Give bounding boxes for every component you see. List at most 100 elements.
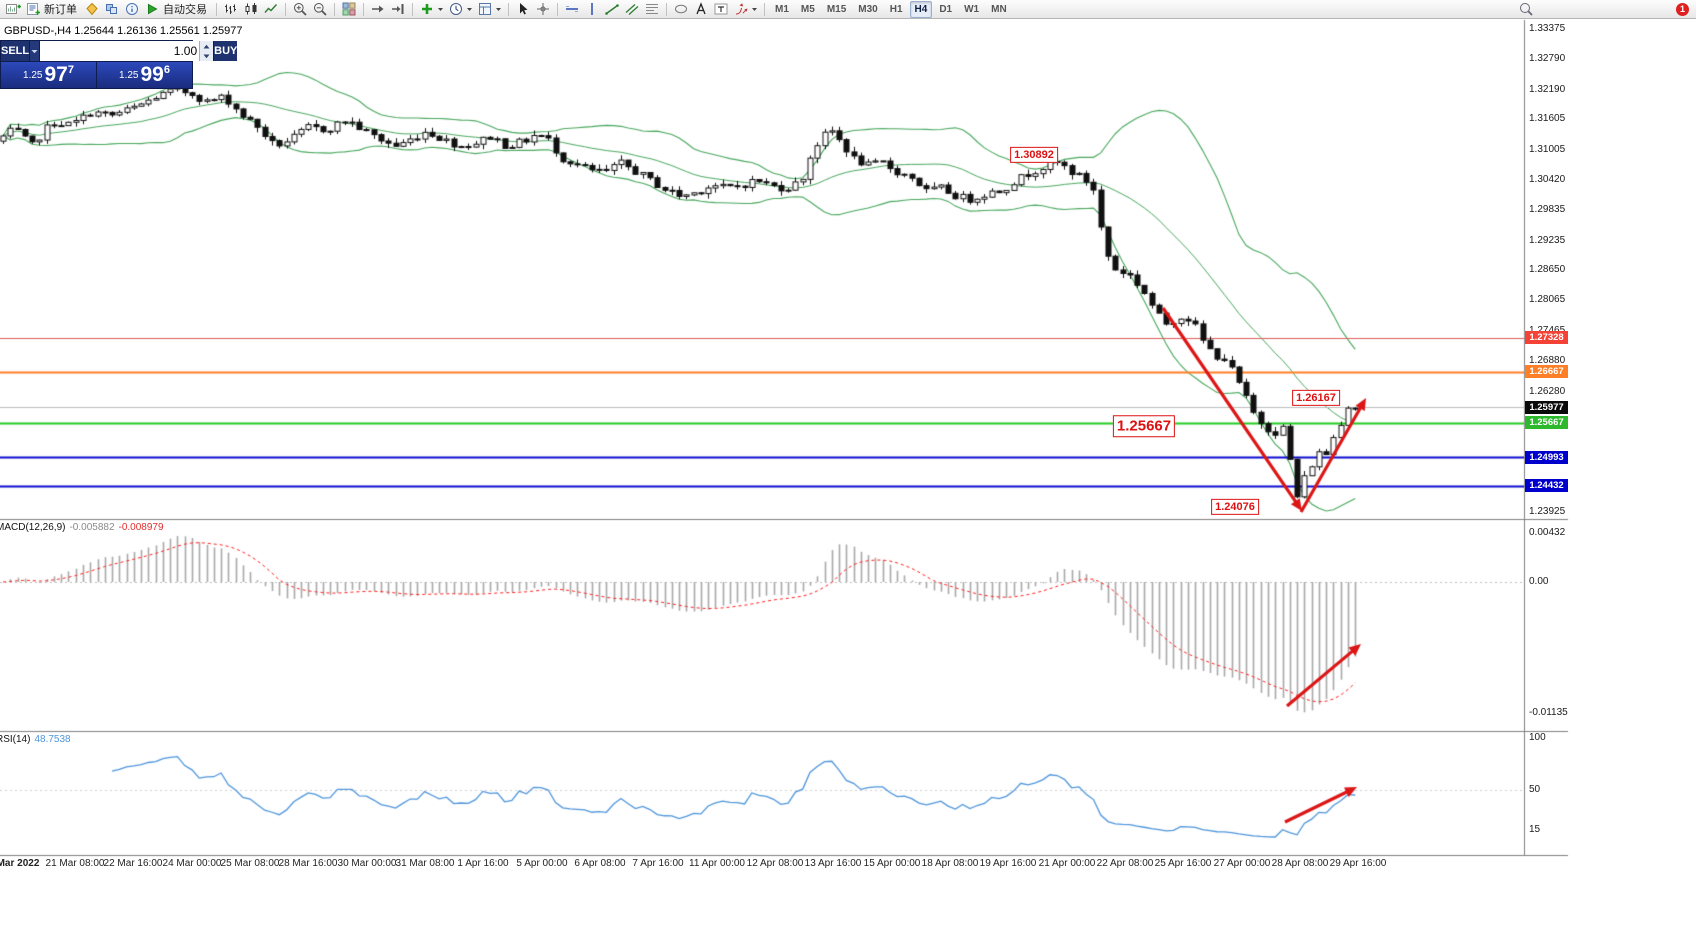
horizontal-line-icon (566, 6, 578, 12)
chart-shift-icon (392, 4, 404, 14)
sell-price-big: 97 (44, 63, 68, 86)
rsi-indicator-label: RSI(14)48.7538 (0, 734, 71, 745)
price-annotation[interactable]: 1.24076 (1211, 498, 1259, 516)
time-axis-label: 28 Apr 08:00 (1271, 858, 1329, 869)
time-axis-label: 1 Apr 16:00 (457, 858, 509, 869)
time-axis-label: 15 Apr 00:00 (863, 858, 921, 869)
trendline-icon[interactable] (602, 1, 622, 18)
vertical-line-icon[interactable] (582, 1, 602, 18)
volume-input[interactable] (40, 41, 200, 61)
time-axis-label: 28 Mar 16:00 (278, 858, 338, 869)
bar-chart-icon[interactable] (221, 1, 241, 18)
auto-scroll-icon (372, 5, 384, 13)
main-toolbar: 新订单 自动交易 M1 M5 M15 M30 H1 H4 D1 W1 MN 1 (0, 0, 1696, 19)
text-label-icon[interactable] (711, 1, 731, 18)
indicators-icon-caret[interactable] (437, 1, 446, 18)
autotrading-button[interactable] (142, 1, 162, 18)
price-axis-label: 1.31605 (1529, 113, 1566, 125)
timeframe-d1-button[interactable]: D1 (939, 3, 953, 15)
sell-price[interactable]: 1.25 97 7 (1, 62, 97, 88)
price-tag-1.24432: 1.24432 (1525, 479, 1568, 493)
indicators-icon[interactable] (417, 1, 437, 18)
trendline-icon (605, 4, 619, 15)
timeframe-h4-button[interactable]: H4 (909, 0, 933, 18)
timeframe-w1-button[interactable]: W1 (964, 3, 980, 15)
timeframe-mn-button[interactable]: MN (991, 3, 1007, 15)
profiles-icon[interactable] (102, 1, 122, 18)
crosshair-icon (537, 3, 549, 15)
crosshair-icon[interactable] (533, 1, 553, 18)
toolbar-separator (216, 2, 217, 16)
price-annotation[interactable]: 1.30892 (1010, 146, 1058, 164)
volume-dropdown[interactable] (29, 41, 41, 61)
tile-windows-icon[interactable] (339, 1, 359, 18)
candlestick-chart-icon[interactable] (241, 1, 261, 18)
text-icon (696, 2, 706, 15)
time-axis-label: 24 Mar 00:00 (162, 858, 222, 869)
chart-shift-icon[interactable] (388, 1, 408, 18)
volume-increase-button[interactable] (200, 41, 214, 51)
periods-icon-caret[interactable] (466, 1, 475, 18)
time-axis-label: 25 Mar 08:00 (220, 858, 280, 869)
toolbar-separator (764, 2, 765, 16)
price-axis-label: 1.26280 (1529, 385, 1566, 397)
new-order-button[interactable] (23, 1, 43, 18)
search-icon[interactable] (1516, 1, 1536, 18)
horizontal-line-icon[interactable] (562, 1, 582, 18)
timeframe-h1-button[interactable]: H1 (889, 3, 903, 15)
tile-windows-icon (342, 2, 356, 16)
templates-icon[interactable] (475, 1, 495, 18)
price-annotation[interactable]: 1.25667 (1112, 415, 1176, 437)
time-axis-label: 7 Apr 16:00 (632, 858, 684, 869)
rsi-name: RSI(14) (0, 734, 31, 745)
price-tag-1.25977: 1.25977 (1525, 400, 1568, 414)
templates-icon-caret[interactable] (495, 1, 504, 18)
fibonacci-icon[interactable] (642, 1, 662, 18)
new-chart-icon[interactable] (3, 1, 23, 18)
timeframe-m1-button[interactable]: M1 (775, 3, 789, 15)
toolbar-separator (285, 2, 286, 16)
time-axis-label: 25 Apr 16:00 (1154, 858, 1212, 869)
new-order-button-label: 新订单 (44, 4, 77, 16)
zoom-out-icon (314, 3, 327, 16)
buy-price[interactable]: 1.25 99 6 (97, 62, 192, 88)
new-order-button (27, 3, 40, 15)
time-axis-label: 19 Apr 16:00 (979, 858, 1037, 869)
price-axis-label: 1.32190 (1529, 83, 1566, 95)
timeframe-m5-button[interactable]: M5 (800, 3, 815, 15)
volume-decrease-button[interactable] (200, 51, 214, 61)
channel-icon[interactable] (622, 1, 642, 18)
price-axis-label: 1.23925 (1529, 505, 1566, 517)
sell-button[interactable]: SELL (1, 41, 30, 61)
auto-scroll-icon[interactable] (368, 1, 388, 18)
buy-button[interactable]: BUY (214, 41, 238, 61)
zoom-in-icon[interactable] (290, 1, 310, 18)
text-icon[interactable] (691, 1, 711, 18)
time-axis-label: 12 Apr 08:00 (746, 858, 804, 869)
price-axis-label: 1.31005 (1529, 144, 1566, 156)
ellipse-icon[interactable] (671, 1, 691, 18)
timeframe-m15-button[interactable]: M15 (826, 3, 847, 15)
cursor-icon[interactable] (513, 1, 533, 18)
alerts-icon[interactable] (122, 1, 142, 18)
line-chart-icon[interactable] (261, 1, 281, 18)
price-axis-label: 1.29835 (1529, 203, 1566, 215)
zoom-out-icon[interactable] (310, 1, 330, 18)
toolbar-separator (334, 2, 335, 16)
price-tag-1.25667: 1.25667 (1525, 416, 1568, 430)
templates-icon (479, 3, 491, 15)
timeframe-m30-button[interactable]: M30 (858, 3, 878, 15)
toolbar-separator (508, 2, 509, 16)
notification-badge[interactable]: 1 (1676, 2, 1689, 16)
rsi-axis-label: 15 (1529, 824, 1541, 835)
price-tag-1.27328: 1.27328 (1525, 331, 1568, 345)
arrows-icon-caret[interactable] (751, 1, 760, 18)
text-label-icon (714, 3, 728, 15)
price-annotation[interactable]: 1.26167 (1292, 389, 1340, 407)
arrows-icon[interactable] (731, 1, 751, 18)
metaquotes-icon[interactable] (82, 1, 102, 18)
time-axis-label: 5 Apr 00:00 (516, 858, 568, 869)
periods-icon[interactable] (446, 1, 466, 18)
